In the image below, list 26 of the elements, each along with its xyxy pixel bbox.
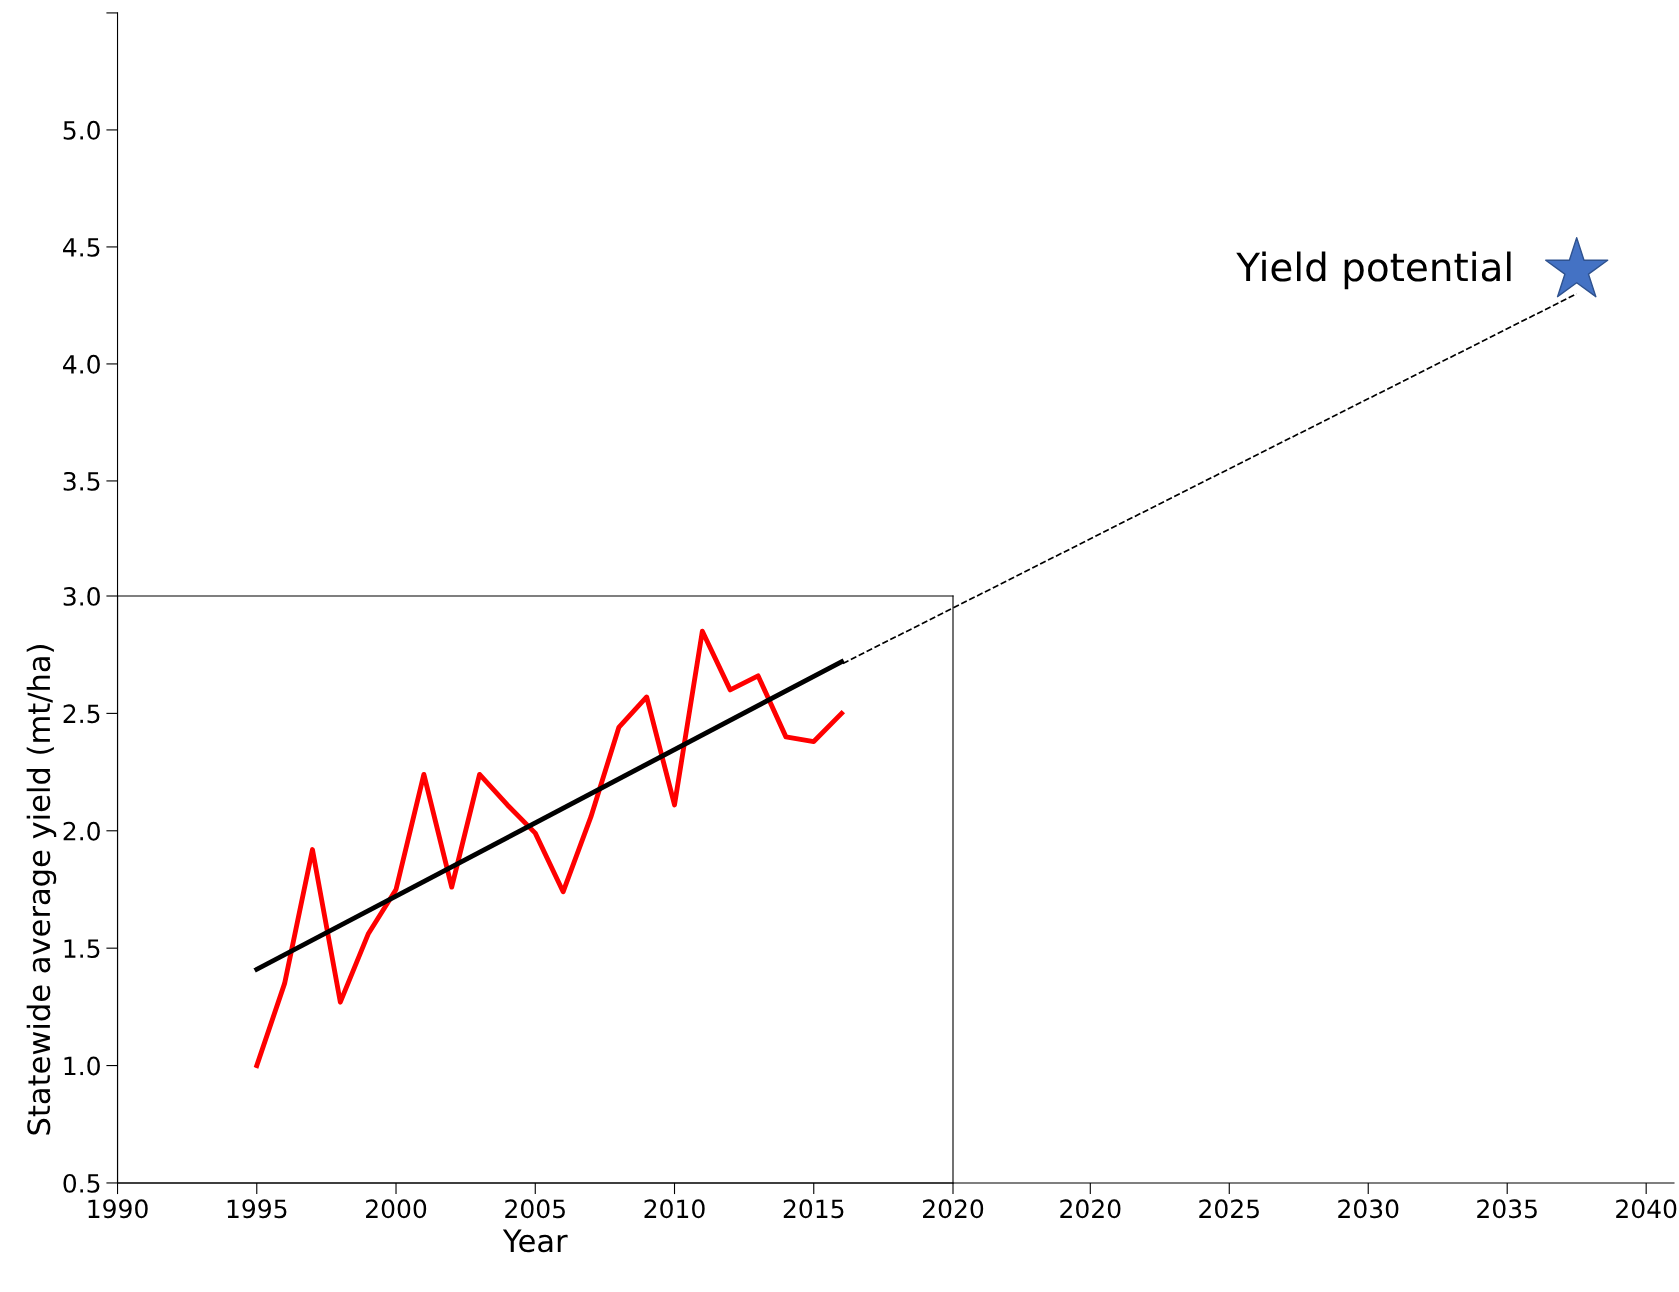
y-tick-label: 4.0 xyxy=(63,354,100,374)
x-tick-label: 2015 xyxy=(783,1199,844,1219)
y-tick-label: 4.5 xyxy=(63,238,100,257)
annotation: Yield potential xyxy=(1236,251,1511,290)
x-tick-label: 2000 xyxy=(366,1199,427,1219)
x-tick-label: 2010 xyxy=(644,1199,705,1219)
y-tick-label: 0.5 xyxy=(63,1173,100,1193)
x-tick-label: 2035 xyxy=(1477,1199,1537,1219)
x-tick-label: 2020 xyxy=(923,1199,984,1219)
y-tick-label: 1.5 xyxy=(64,939,100,959)
y-tick-label: 3.5 xyxy=(63,471,100,491)
x-tick-label: 2030 xyxy=(1338,1199,1399,1219)
y-tick-label: 1.0 xyxy=(64,1056,100,1076)
x-axis-title: Year xyxy=(502,1229,568,1253)
line-series xyxy=(254,628,845,1068)
y-axis-title: Statewide average yield (mt/ha) xyxy=(26,645,57,1135)
x-tick-label: 2040 xyxy=(1616,1199,1677,1219)
x-tick-label: 2005 xyxy=(505,1199,565,1219)
x-tick-label: 1995 xyxy=(227,1199,287,1219)
y-tick-label: 3.0 xyxy=(63,586,100,606)
y-tick-label: 2.5 xyxy=(63,704,100,724)
y-tick-label: 5.0 xyxy=(63,120,100,140)
x-tick-label: 1990 xyxy=(88,1199,148,1219)
x-tick-label: 2020 xyxy=(1060,1199,1121,1219)
x-tick-label: 2025 xyxy=(1199,1199,1259,1219)
y-tick-label: 2.0 xyxy=(63,821,100,841)
